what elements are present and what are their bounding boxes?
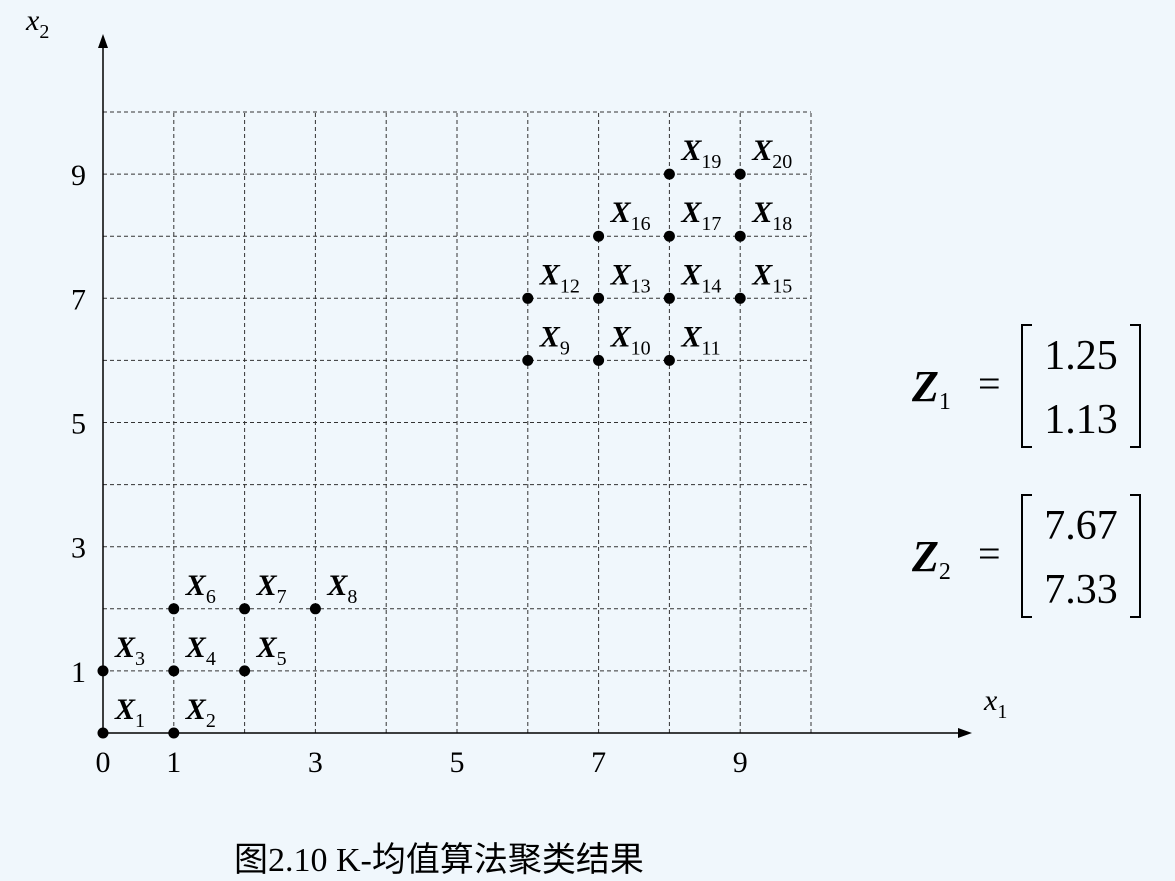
point-label: X4 bbox=[185, 631, 216, 670]
x-tick-label: 1 bbox=[166, 746, 181, 779]
x-tick-label: 0 bbox=[96, 746, 111, 779]
point-label: X1 bbox=[114, 693, 145, 732]
x-axis-label: x1 bbox=[983, 684, 1007, 723]
point-label: X9 bbox=[539, 320, 570, 359]
point-label: X17 bbox=[680, 196, 721, 235]
point-label: X19 bbox=[680, 134, 721, 173]
tick-labels: 0 1 3 5 7 9 1 3 5 7 9 bbox=[71, 159, 748, 779]
y-tick-label: 5 bbox=[71, 408, 86, 441]
point-label: X14 bbox=[680, 258, 721, 297]
left-bracket bbox=[1021, 324, 1032, 448]
equals-sign: = bbox=[978, 361, 1001, 406]
point-label: X6 bbox=[185, 569, 216, 608]
data-point bbox=[168, 727, 180, 739]
data-point bbox=[239, 665, 251, 677]
data-points: X1 X2 X3 X4 X5 X6 X7 X8 X9 X10 X11 X12 X13 X14 X15 X16 X… bbox=[97, 134, 792, 739]
y-axis-arrow bbox=[98, 34, 108, 48]
centroid-label: Z2 bbox=[911, 532, 951, 585]
data-point bbox=[734, 292, 746, 304]
data-point bbox=[663, 230, 675, 242]
right-bracket bbox=[1130, 324, 1141, 448]
data-point bbox=[593, 230, 605, 242]
data-point bbox=[663, 354, 675, 366]
centroid-1: Z1 = 1.25 1.13 bbox=[911, 324, 1141, 448]
centroid-value: 7.33 bbox=[1044, 567, 1118, 613]
centroid-value: 1.13 bbox=[1044, 397, 1118, 443]
right-bracket bbox=[1130, 494, 1141, 618]
equals-sign: = bbox=[978, 531, 1001, 576]
point-label: X11 bbox=[680, 320, 720, 359]
data-point bbox=[168, 665, 180, 677]
data-point bbox=[309, 603, 321, 615]
data-point bbox=[97, 665, 109, 677]
x-axis-arrow bbox=[958, 728, 972, 738]
centroid-value: 1.25 bbox=[1044, 333, 1118, 379]
x-tick-label: 7 bbox=[591, 746, 606, 779]
y-tick-label: 3 bbox=[71, 532, 86, 565]
point-label: X18 bbox=[751, 196, 792, 235]
point-label: X15 bbox=[751, 258, 792, 297]
centroid-label: Z1 bbox=[911, 362, 951, 415]
left-bracket bbox=[1021, 494, 1032, 618]
data-point bbox=[168, 603, 180, 615]
centroid-2: Z2 = 7.67 7.33 bbox=[911, 494, 1141, 618]
y-axis-label: x2 bbox=[25, 4, 49, 43]
point-label: X2 bbox=[185, 693, 216, 732]
axes: x1 x2 bbox=[25, 4, 1007, 738]
data-point bbox=[97, 727, 109, 739]
data-point bbox=[734, 168, 746, 180]
point-label: X7 bbox=[256, 569, 287, 608]
data-point bbox=[522, 292, 534, 304]
point-label: X3 bbox=[114, 631, 145, 670]
y-tick-label: 9 bbox=[71, 159, 86, 192]
data-point bbox=[663, 168, 675, 180]
centroids: Z1 = 1.25 1.13 Z2 = 7.67 7.33 bbox=[911, 324, 1141, 618]
x-tick-label: 3 bbox=[308, 746, 323, 779]
point-label: X12 bbox=[539, 258, 580, 297]
point-label: X5 bbox=[256, 631, 287, 670]
data-point bbox=[239, 603, 251, 615]
point-label: X20 bbox=[751, 134, 792, 173]
x-tick-label: 5 bbox=[450, 746, 465, 779]
data-point bbox=[593, 354, 605, 366]
point-label: X16 bbox=[610, 196, 651, 235]
y-tick-label: 1 bbox=[71, 656, 86, 689]
data-point bbox=[593, 292, 605, 304]
y-tick-label: 7 bbox=[71, 283, 86, 316]
figure-caption: 图2.10 K-均值算法聚类结果 bbox=[234, 842, 644, 879]
point-label: X10 bbox=[610, 320, 651, 359]
point-label: X13 bbox=[610, 258, 651, 297]
data-point bbox=[663, 292, 675, 304]
grid bbox=[103, 111, 812, 733]
point-label: X8 bbox=[326, 569, 357, 608]
centroid-value: 7.67 bbox=[1044, 503, 1118, 549]
x-tick-label: 9 bbox=[733, 746, 748, 779]
data-point bbox=[522, 354, 534, 366]
data-point bbox=[734, 230, 746, 242]
